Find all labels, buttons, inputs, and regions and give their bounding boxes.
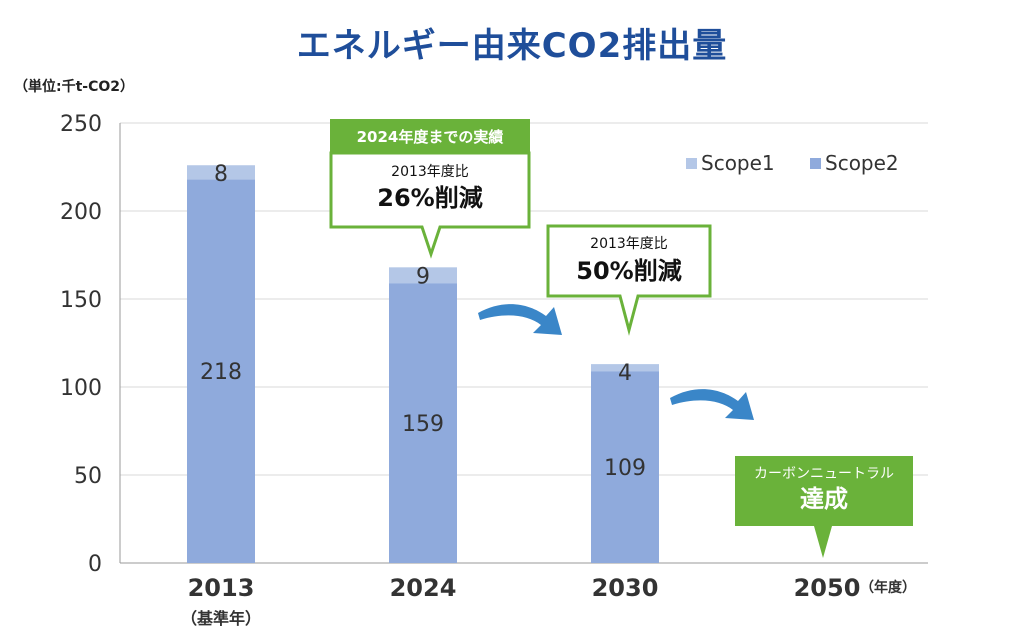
data-label-scope2: 109 <box>604 456 646 481</box>
data-label-scope2: 218 <box>200 360 242 385</box>
bar-scope1 <box>187 165 255 180</box>
bar-scope2 <box>187 179 255 563</box>
legend-label-scope1: Scope1 <box>701 151 775 175</box>
x-tick-label: 2030 <box>592 574 659 602</box>
callout-2030-line1: 2013年度比 <box>590 236 668 252</box>
x-tick-label: 2024 <box>390 574 457 602</box>
x-tick-label: 2050 <box>794 574 861 602</box>
callout-2050-line2: 達成 <box>800 485 848 513</box>
x-tick-label: 2013 <box>188 574 255 602</box>
bar-scope1 <box>389 267 457 284</box>
y-tick-label: 250 <box>60 112 102 137</box>
data-label-scope1: 9 <box>416 264 430 289</box>
data-label-scope2: 159 <box>402 412 444 437</box>
trend-arrow-icon <box>670 389 754 420</box>
y-tick-label: 50 <box>74 464 102 489</box>
callout-2050-line1: カーボンニュートラル <box>754 466 894 482</box>
legend-swatch-scope1 <box>686 158 697 169</box>
callout-2024-header-text: 2024年度までの実績 <box>357 128 504 146</box>
y-tick-label: 150 <box>60 288 102 313</box>
bar-scope2 <box>591 371 659 563</box>
x-tick-sublabel: （基準年） <box>181 609 261 628</box>
unit-label: （単位:千t-CO2） <box>14 79 135 95</box>
legend-label-scope2: Scope2 <box>825 151 899 175</box>
x-axis-unit: （年度） <box>860 579 916 596</box>
y-tick-label: 100 <box>60 376 102 401</box>
bar-scope2 <box>389 283 457 563</box>
trend-arrow-icon <box>478 304 562 335</box>
callout-2024-header <box>330 119 530 153</box>
legend-swatch-scope2 <box>810 158 821 169</box>
callout-2030-box <box>546 224 712 336</box>
callout-2024-box <box>329 151 531 259</box>
callout-2024-line1: 2013年度比 <box>391 164 469 180</box>
callout-2030-line2: 50%削減 <box>576 257 681 285</box>
callout-2024-line2: 26%削減 <box>377 184 482 212</box>
chart-title: エネルギー由来CO2排出量 <box>296 26 728 66</box>
bar-scope1 <box>591 364 659 372</box>
y-tick-label: 0 <box>88 552 102 577</box>
callout-2050-box <box>735 456 913 558</box>
data-label-scope1: 8 <box>214 162 228 187</box>
y-tick-label: 200 <box>60 200 102 225</box>
data-label-scope1: 4 <box>618 361 632 386</box>
